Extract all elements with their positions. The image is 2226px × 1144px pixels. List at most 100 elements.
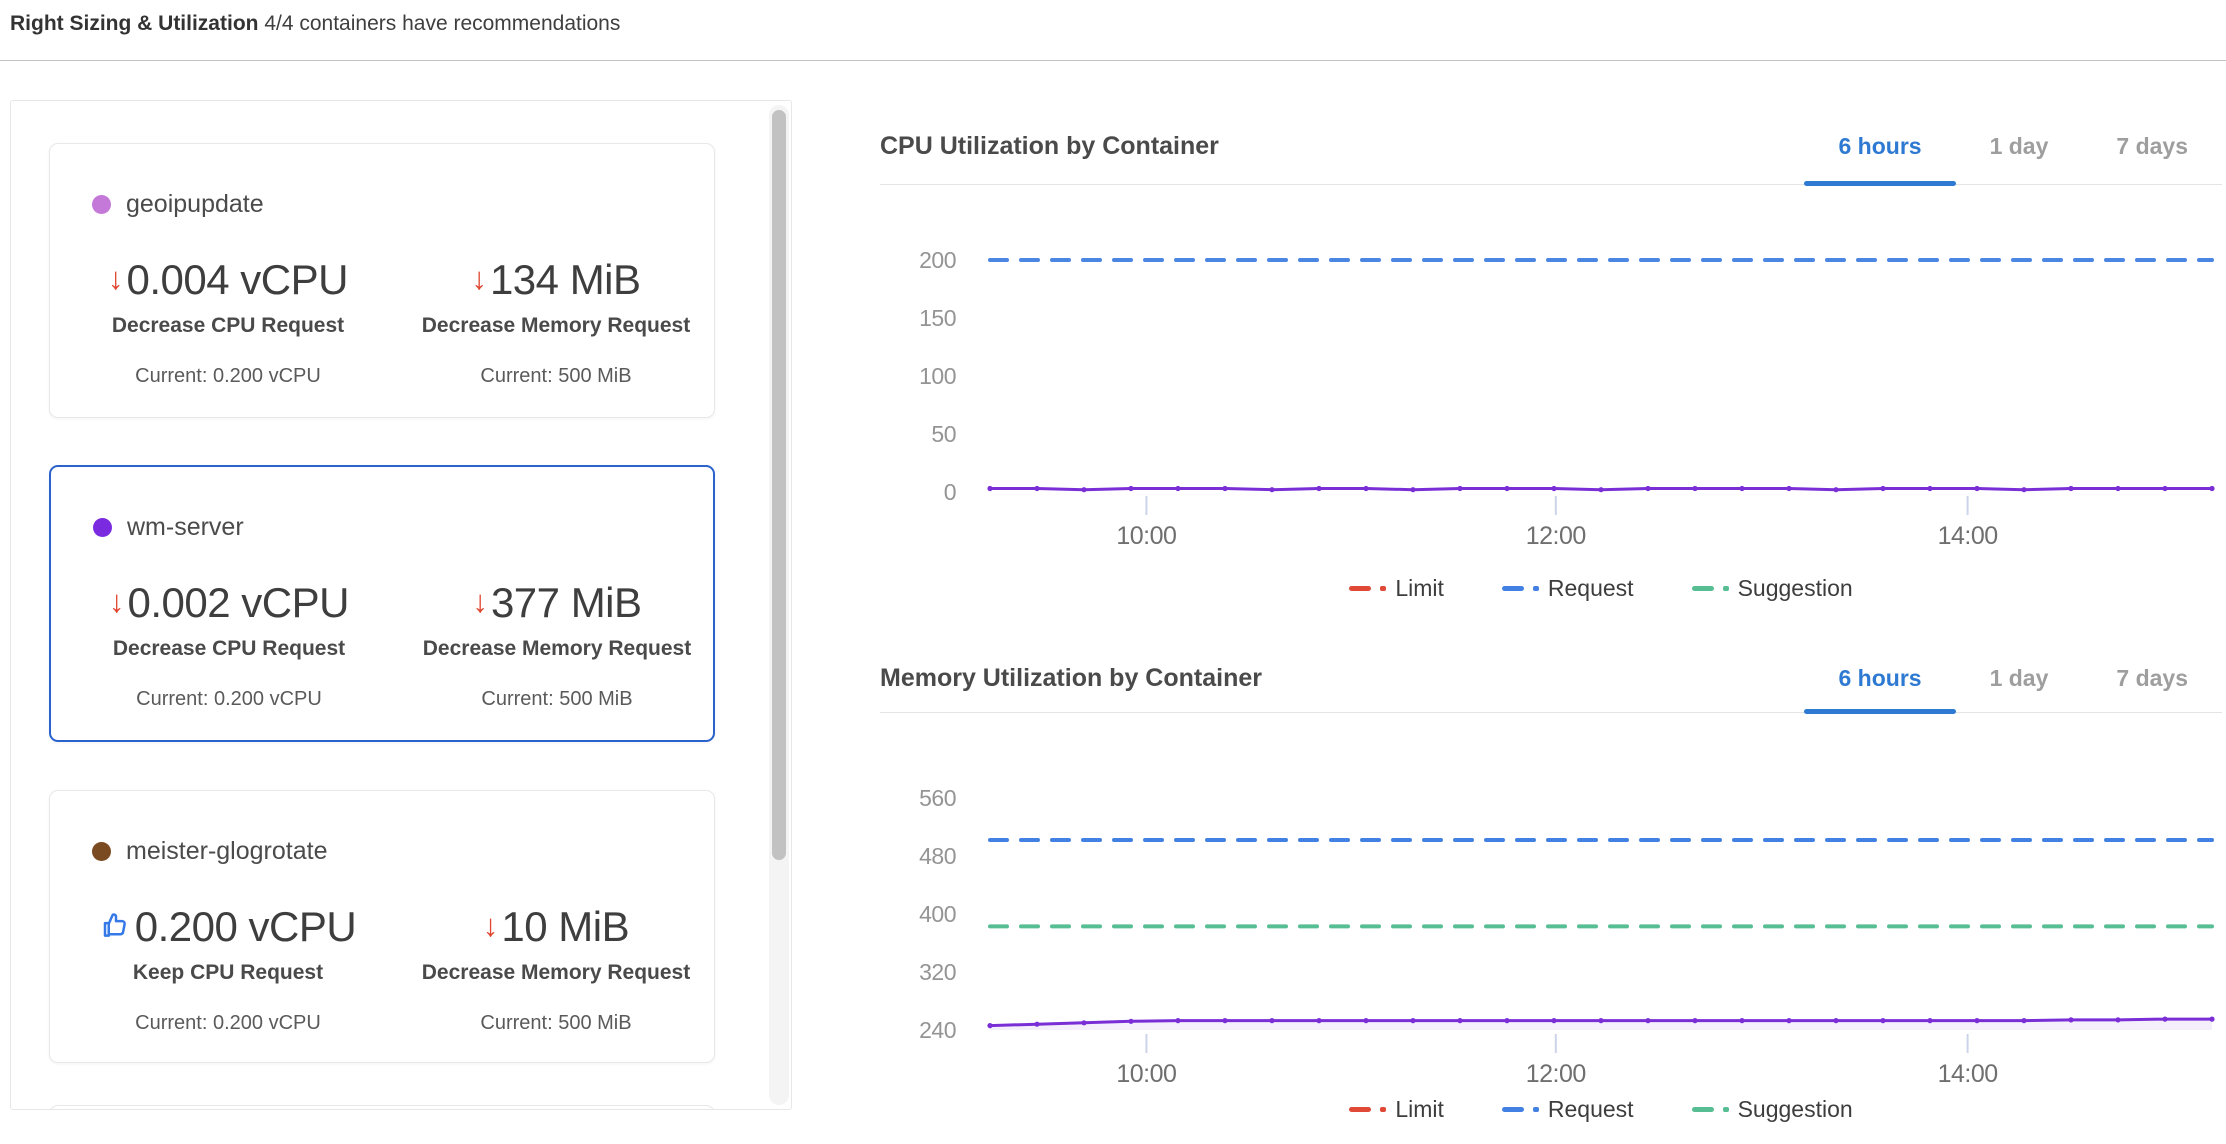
- container-name: meister-glogrotate: [126, 837, 328, 865]
- usage-point-marker: [1598, 487, 1604, 493]
- usage-point-marker: [2209, 1016, 2215, 1022]
- legend-label: Suggestion: [1737, 575, 1853, 601]
- tab-6-hours[interactable]: 6 hours: [1804, 645, 1956, 714]
- memory-chart-header: Memory Utilization by Container 6 hours 1…: [880, 645, 2222, 714]
- usage-point-marker: [1927, 1018, 1933, 1024]
- usage-point-marker: [1363, 1018, 1369, 1024]
- container-name: geoipupdate: [126, 190, 264, 218]
- memory-current-value: Current: 500 MiB: [480, 1012, 632, 1034]
- memory-chart-canvas[interactable]: 240 320 400 480 560 10:00 12:00 14:00: [880, 760, 2222, 1105]
- decrease-arrow-icon: ↓: [108, 261, 124, 296]
- tab-6-hours[interactable]: 6 hours: [1804, 108, 1956, 186]
- y-axis-tick-label: 480: [919, 843, 956, 869]
- decrease-arrow-icon: ↓: [109, 584, 125, 619]
- x-axis-tick-label: 12:00: [1526, 1060, 1586, 1088]
- usage-point-marker: [2068, 485, 2074, 492]
- page-subtitle: 4/4 containers have recommendations: [264, 12, 621, 35]
- legend-dash-marker: [1349, 1107, 1372, 1112]
- usage-point-marker: [1739, 1018, 1745, 1024]
- legend-dash-marker: [1691, 586, 1714, 591]
- usage-point-marker: [1128, 485, 1134, 492]
- usage-point-marker: [987, 485, 993, 492]
- usage-point-marker: [1410, 1018, 1416, 1024]
- usage-point-marker: [1786, 485, 1792, 492]
- page-header: Right Sizing & Utilization 4/4 container…: [0, 0, 2226, 61]
- usage-point-marker: [1974, 485, 1980, 492]
- usage-point-marker: [2162, 485, 2168, 492]
- decrease-arrow-icon: ↓: [482, 908, 499, 943]
- memory-current-value: Current: 500 MiB: [481, 688, 633, 710]
- usage-point-marker: [2021, 487, 2027, 493]
- usage-point-marker: [2115, 1017, 2121, 1023]
- y-axis-tick-label: 200: [919, 247, 956, 273]
- usage-point-marker: [1504, 1018, 1510, 1024]
- container-card-partial[interactable]: [49, 1105, 715, 1109]
- usage-point-marker: [1504, 485, 1510, 492]
- memory-recommendation-value: 10 MiB: [501, 903, 630, 950]
- container-card-meister-glogrotate[interactable]: meister-glogrotate ↓ 0.200 vCPU Keep CPU…: [49, 790, 715, 1063]
- y-axis-tick-label: 100: [919, 363, 956, 389]
- y-axis-tick-label: 320: [919, 959, 956, 985]
- memory-chart-legend: Limit Request Suggestion: [990, 1096, 2212, 1123]
- memory-timerange-tabs: 6 hours 1 day 7 days: [1804, 645, 2222, 714]
- cpu-chart-legend: Limit Request Suggestion: [990, 575, 2212, 602]
- usage-point-marker: [2068, 1017, 2074, 1023]
- legend-dash-marker: [1349, 586, 1372, 591]
- tab-1-day[interactable]: 1 day: [1989, 132, 2049, 159]
- memory-action-label: Decrease Memory Request: [422, 637, 692, 660]
- legend-item-request[interactable]: Request: [1501, 575, 1634, 602]
- cpu-chart-canvas[interactable]: 0 50 100 150 200 10:00 12:00 14:00: [880, 225, 2222, 555]
- x-axis-tick-label: 14:00: [1938, 1060, 1998, 1088]
- container-color-dot: [93, 518, 112, 537]
- x-axis-tick-label: 10:00: [1116, 1060, 1176, 1088]
- tab-1-day[interactable]: 1 day: [1989, 665, 2049, 691]
- usage-point-marker: [1833, 487, 1839, 493]
- legend-item-limit[interactable]: Limit: [1349, 1096, 1444, 1123]
- memory-utilization-section: Memory Utilization by Container 6 hours 1…: [880, 645, 2222, 1144]
- usage-point-marker: [1692, 1018, 1698, 1024]
- panel-scrollbar-track[interactable]: [769, 105, 789, 1105]
- usage-point-marker: [1081, 487, 1087, 493]
- cpu-recommendation-value: 0.002 vCPU: [127, 579, 350, 626]
- usage-point-marker: [1645, 485, 1651, 492]
- usage-point-marker: [1034, 485, 1040, 492]
- usage-point-marker: [1880, 485, 1886, 492]
- y-axis-tick-label: 240: [919, 1017, 956, 1043]
- usage-point-marker: [1927, 485, 1933, 492]
- cpu-current-value: Current: 0.200 vCPU: [135, 365, 321, 387]
- usage-point-marker: [1974, 1018, 1980, 1024]
- container-recommendations-panel: geoipupdate ↓ 0.004 vCPU Decrease CPU Re…: [10, 100, 792, 1110]
- thumbs-up-icon: [103, 913, 126, 937]
- tab-7-days[interactable]: 7 days: [2116, 665, 2188, 691]
- usage-point-marker: [1034, 1021, 1040, 1027]
- legend-label: Limit: [1395, 575, 1444, 601]
- usage-point-marker: [1316, 1018, 1322, 1024]
- legend-item-suggestion[interactable]: Suggestion: [1691, 575, 1853, 602]
- legend-item-limit[interactable]: Limit: [1349, 575, 1444, 602]
- y-axis-tick-label: 150: [919, 305, 956, 331]
- x-axis-tick-label: 14:00: [1938, 522, 1998, 550]
- cpu-current-value: Current: 0.200 vCPU: [136, 688, 322, 710]
- usage-point-marker: [1269, 487, 1275, 493]
- container-name-row: geoipupdate: [92, 190, 264, 219]
- usage-point-marker: [1081, 1020, 1087, 1026]
- usage-point-marker: [1128, 1018, 1134, 1024]
- usage-point-marker: [1222, 485, 1228, 492]
- legend-dash-marker: [1501, 1107, 1524, 1112]
- usage-point-marker: [1222, 1018, 1228, 1024]
- panel-scrollbar-thumb[interactable]: [772, 110, 786, 860]
- decrease-arrow-icon: ↓: [472, 584, 488, 619]
- legend-item-suggestion[interactable]: Suggestion: [1691, 1096, 1853, 1123]
- usage-point-marker: [1363, 485, 1369, 492]
- cpu-utilization-section: CPU Utilization by Container 6 hours 1 da…: [880, 108, 2222, 638]
- decrease-arrow-icon: ↓: [471, 261, 487, 296]
- legend-dot-marker: [1722, 586, 1729, 591]
- container-card-geoipupdate[interactable]: geoipupdate ↓ 0.004 vCPU Decrease CPU Re…: [49, 143, 715, 418]
- container-name-row: meister-glogrotate: [92, 837, 327, 866]
- container-card-wm-server[interactable]: wm-server ↓ 0.002 vCPU Decrease CPU Requ…: [49, 465, 715, 742]
- cpu-chart-title: CPU Utilization by Container: [880, 131, 1219, 160]
- tab-7-days[interactable]: 7 days: [2116, 132, 2188, 159]
- cpu-timerange-tabs: 6 hours 1 day 7 days: [1804, 108, 2222, 186]
- legend-item-request[interactable]: Request: [1501, 1096, 1634, 1123]
- container-name: wm-server: [127, 513, 244, 541]
